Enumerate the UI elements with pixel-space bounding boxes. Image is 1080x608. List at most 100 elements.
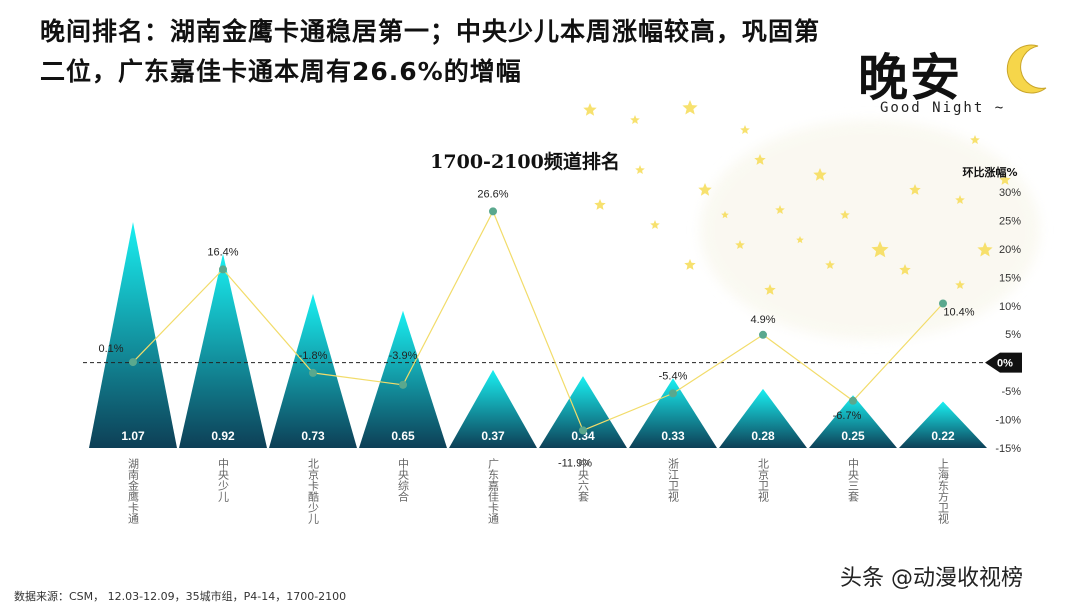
growth-data-label: 26.6% [477,188,508,200]
growth-data-label: 10.4% [943,307,974,319]
bar-value-label: 1.07 [121,429,145,443]
chart-title: 1700-2100频道排名 [430,150,620,173]
night-glow [700,120,1040,340]
star-icon [735,240,745,249]
star-icon [813,168,827,181]
star-icon [754,154,766,165]
bar-value-label: 0.34 [571,429,595,443]
headline: 晚间排名：湖南金鹰卡通稳居第一；中央少儿本周涨幅较高，巩固第二位，广东嘉佳卡通本… [40,17,821,86]
star-icon [630,115,640,124]
star-icon [650,220,660,229]
moon-icon [1006,44,1047,94]
bar [359,310,447,448]
growth-point [849,396,857,405]
growth-line-series: 0.1% 16.4% -1.8% -3.9% 26.6% -11.9% -5.4% 4.9% -… [98,188,974,469]
star-icon [740,125,750,134]
bar-value-label: 0.37 [481,429,505,443]
growth-data-label: -3.9% [389,350,418,362]
growth-data-label: -11.9% [558,457,592,469]
category-label: 中央少儿 [217,458,230,502]
growth-point [399,380,407,389]
growth-point [489,207,497,216]
star-icon [764,284,776,295]
category-label: 上海东方卫视 [937,458,950,524]
growth-data-label: 4.9% [750,314,775,326]
growth-point [939,299,947,308]
category-label: 中央三套 [847,458,860,502]
zero-marker [985,352,1022,373]
right-axis-tick-label: 10% [999,301,1021,313]
bar [899,401,987,448]
category-label: 中央六套 [577,458,590,502]
star-icon [583,103,597,116]
bar [629,378,717,448]
category-label: 浙江卫视 [667,458,680,502]
growth-point [129,358,137,367]
growth-point [309,368,317,377]
star-icon [698,183,712,196]
bar [809,395,897,448]
bar [719,388,807,448]
growth-data-label: 0.1% [98,343,123,355]
star-icon [955,280,965,289]
category-label: 湖南金鹰卡通 [127,458,140,524]
bar [539,376,627,448]
logo-main-text: 晚安 [858,48,962,107]
watermark: 头条 @动漫收视榜 [840,566,1023,591]
growth-data-label: -6.7% [833,410,862,422]
category-label: 北京卡酷少儿 [307,458,320,524]
right-axis-tick-label: 30% [999,187,1021,199]
growth-point [219,265,227,274]
right-axis: 环比涨幅% 30% 25% 20% 15% 10% 5% -5% -10% -15% [962,165,1021,455]
right-axis-tick-label: -5% [1001,386,1021,398]
right-axis-title: 环比涨幅% [962,165,1017,179]
category-label: 北京卫视 [757,458,770,502]
star-decoration [583,44,1047,340]
bar-value-label: 0.28 [751,429,775,443]
star-icon [871,241,889,258]
star-icon [684,259,696,270]
growth-point [759,330,767,339]
bar-value-label: 0.73 [301,429,325,443]
category-labels: 湖南金鹰卡通 中央少儿 北京卡酷少儿 中央综合 广东嘉佳卡通 中央六套 浙江卫视 北京卫视 中央… [127,458,950,524]
star-icon [977,242,993,257]
good-night-logo: 晚安 Good Night ~ [858,38,1058,122]
star-icon [796,236,804,244]
star-icon [594,199,606,210]
bar-value-label: 0.65 [391,429,415,443]
star-icon [775,205,785,214]
growth-data-label: 16.4% [207,246,238,258]
data-source-note: 数据来源：CSM， 12.03-12.09，35城市组，P4-14，1700-2… [14,590,347,603]
logo-sub-text: Good Night ~ [880,100,1006,116]
bar [89,222,177,448]
zero-line: 0% [83,352,1022,373]
star-icon [721,211,729,219]
star-icon [909,184,921,195]
bar [449,369,537,448]
star-icon [970,135,980,144]
category-label: 广东嘉佳卡通 [487,458,500,524]
growth-line [132,209,944,432]
star-icon [840,210,850,219]
growth-point [669,389,677,398]
zero-label: 0% [997,358,1013,370]
star-icon [999,174,1011,185]
growth-data-label: -5.4% [659,370,688,382]
right-axis-tick-label: 25% [999,215,1021,227]
category-label: 中央综合 [397,458,410,502]
right-axis-tick-label: 20% [999,244,1021,256]
bar-value-label: 0.92 [211,429,235,443]
bar [179,253,267,448]
right-axis-tick-label: 15% [999,272,1021,284]
right-axis-tick-label: -10% [995,415,1021,427]
star-icon [899,264,911,275]
star-icon [825,260,835,269]
right-axis-tick-label: -15% [995,443,1021,455]
growth-data-label: -1.8% [299,350,328,362]
bar-value-label: 0.25 [841,429,865,443]
star-icon [955,195,965,204]
growth-point [579,426,587,435]
star-icon [682,100,698,115]
